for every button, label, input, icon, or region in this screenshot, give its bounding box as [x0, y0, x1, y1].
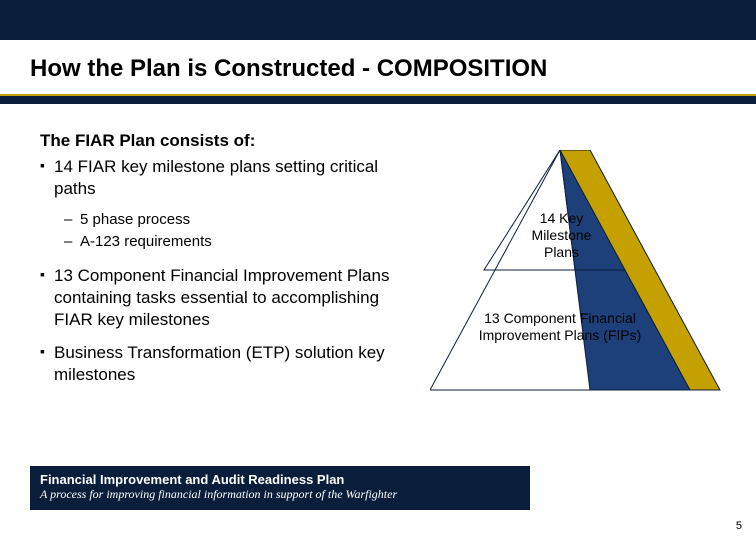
- footer-title: Financial Improvement and Audit Readines…: [40, 472, 520, 487]
- bullet-sub-item: A-123 requirements: [64, 232, 420, 252]
- pyramid-bottom-label: 13 Component Financial Improvement Plans…: [470, 310, 650, 344]
- footer-subtitle: A process for improving financial inform…: [40, 487, 520, 502]
- content-heading: The FIAR Plan consists of:: [40, 130, 420, 152]
- footer-bar: Financial Improvement and Audit Readines…: [30, 466, 530, 510]
- pyramid-svg: [430, 150, 730, 430]
- top-band: [0, 0, 756, 40]
- pyramid-top-label: 14 Key Milestone Plans: [514, 210, 609, 260]
- slide-title: How the Plan is Constructed - COMPOSITIO…: [30, 55, 726, 89]
- bullet-item: 13 Component Financial Improvement Plans…: [40, 265, 420, 331]
- bullet-item: 14 FIAR key milestone plans setting crit…: [40, 156, 420, 200]
- pyramid-diagram: 14 Key Milestone Plans 13 Component Fina…: [430, 150, 730, 430]
- bullet-item: Business Transformation (ETP) solution k…: [40, 342, 420, 386]
- title-underline: [0, 94, 756, 104]
- page-number: 5: [736, 520, 742, 532]
- content-body: The FIAR Plan consists of: 14 FIAR key m…: [40, 130, 420, 396]
- bullet-sub-item: 5 phase process: [64, 210, 420, 230]
